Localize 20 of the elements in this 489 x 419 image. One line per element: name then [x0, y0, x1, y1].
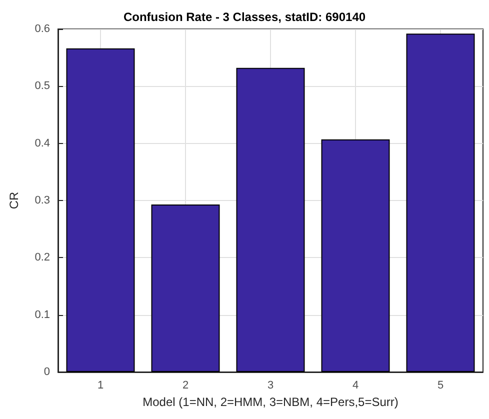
x-axis-title: Model (1=NN, 2=HMM, 3=NBM, 4=Pers,5=Surr) — [142, 394, 398, 409]
x-tick-label: 4 — [352, 380, 359, 392]
y-tick-label: 0.6 — [34, 23, 50, 35]
y-tick-label: 0.2 — [34, 252, 50, 264]
bar — [406, 34, 475, 372]
x-tick-label: 3 — [267, 380, 274, 392]
x-tick-label: 1 — [97, 380, 104, 392]
bar — [66, 48, 135, 372]
x-tick-label: 5 — [437, 380, 444, 392]
bar — [321, 139, 390, 372]
bar — [151, 204, 220, 372]
chart-title: Confusion Rate - 3 Classes, statID: 690140 — [123, 10, 366, 24]
y-axis-title: CR — [7, 192, 21, 210]
y-tick-label: 0.5 — [34, 80, 50, 92]
y-tick-label: 0.3 — [34, 194, 50, 206]
bar — [236, 68, 305, 372]
y-tick-label: 0 — [44, 366, 50, 378]
y-tick-label: 0.1 — [34, 308, 50, 321]
x-tick-label: 2 — [182, 380, 189, 392]
y-tick-label: 0.4 — [34, 137, 50, 150]
